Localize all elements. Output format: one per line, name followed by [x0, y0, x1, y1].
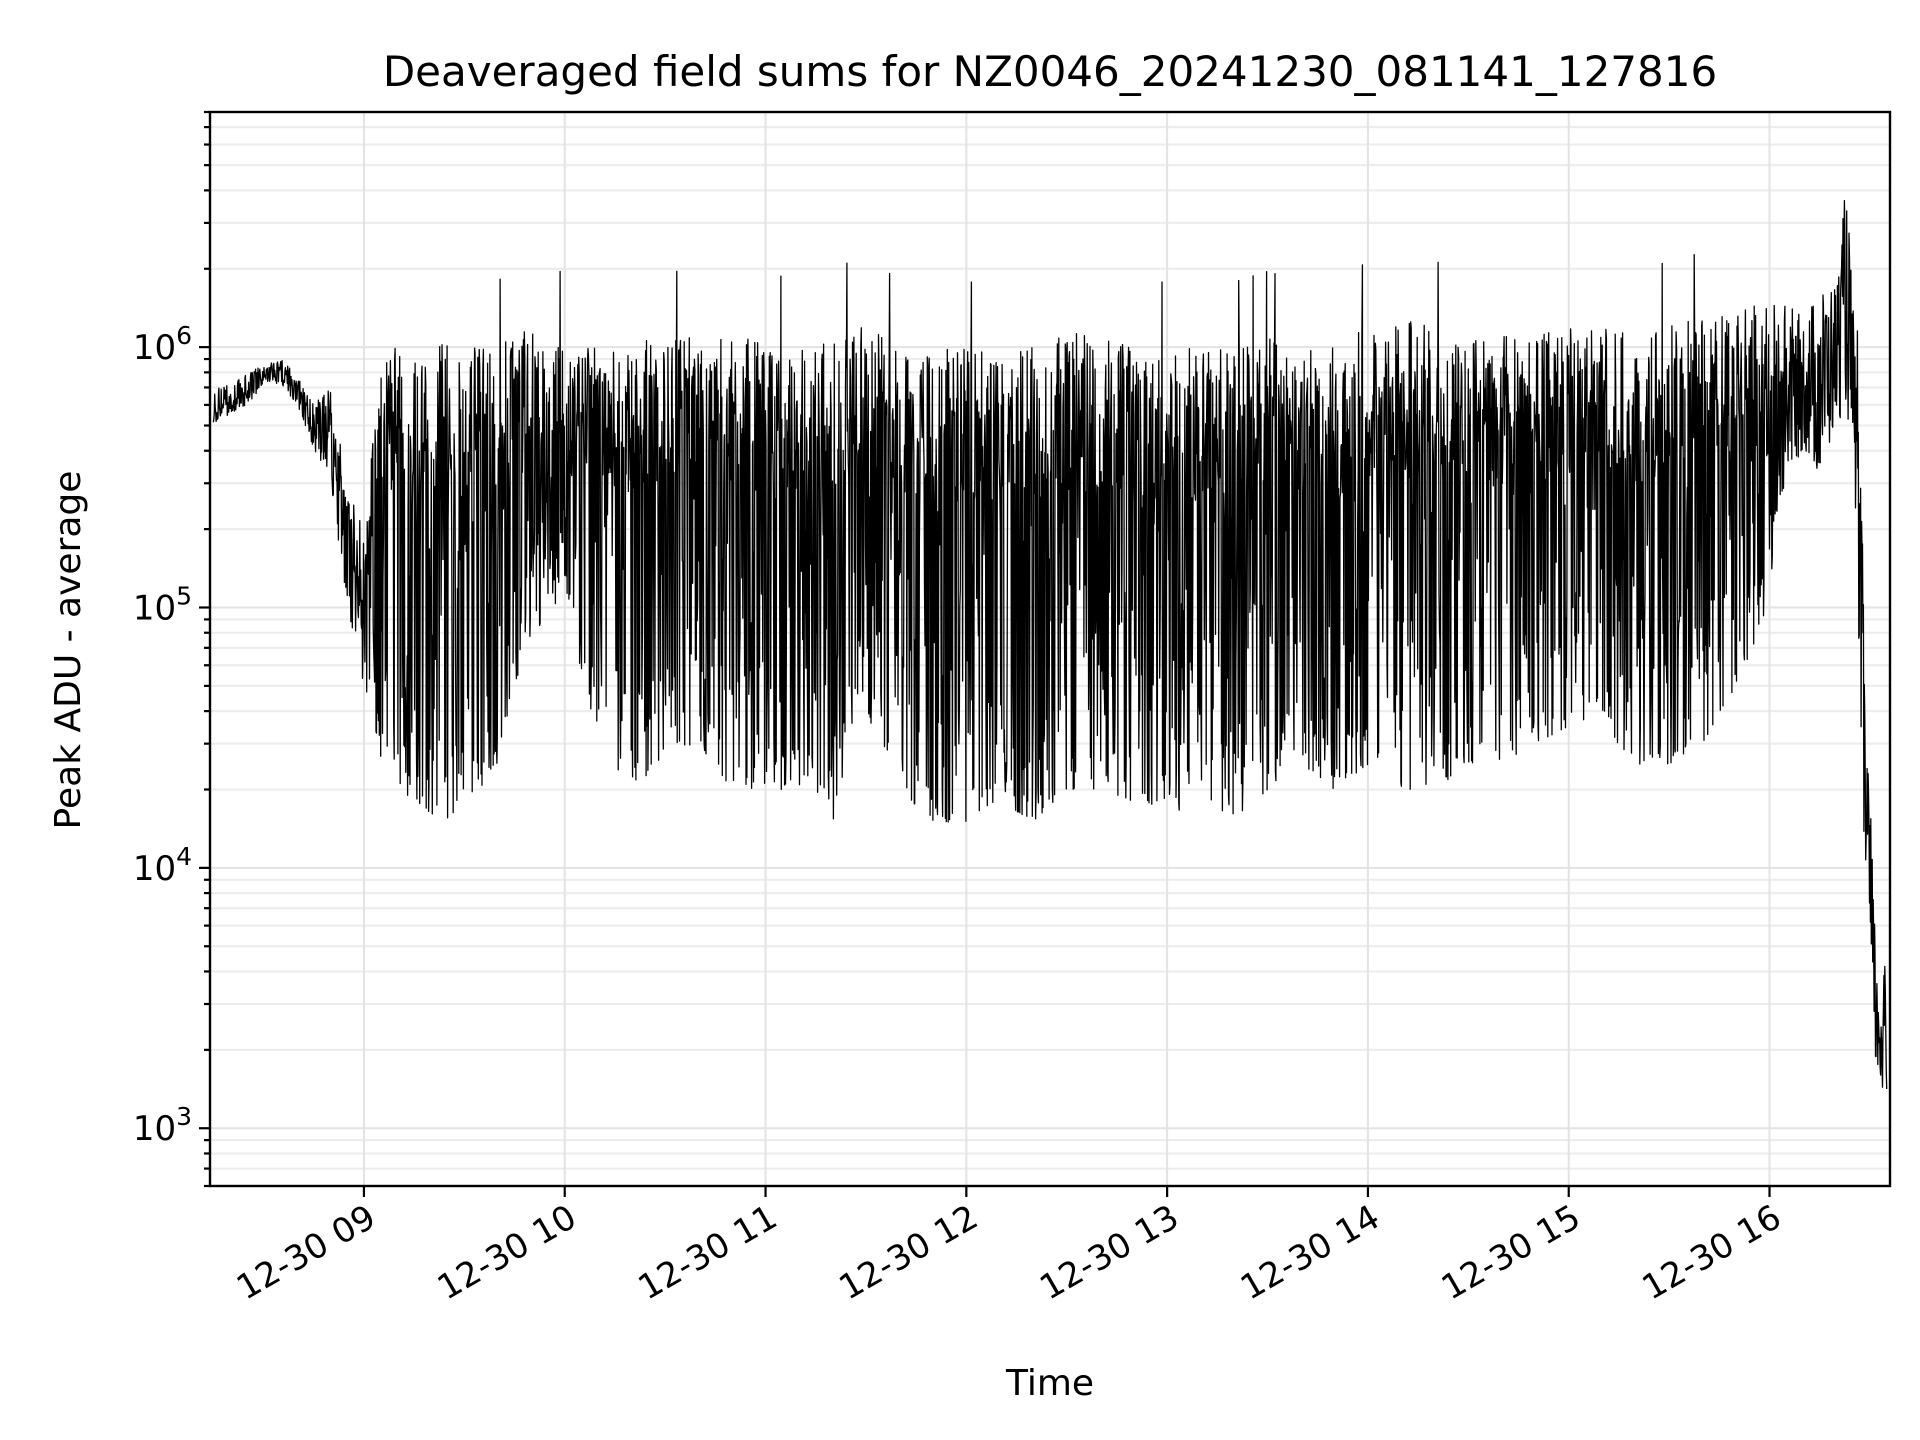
series-line — [212, 199, 1888, 1090]
chart-title: Deaveraged field sums for NZ0046_2024123… — [383, 47, 1717, 96]
y-axis-label: Peak ADU - average — [48, 471, 89, 830]
plot-frame — [208, 110, 1892, 1188]
trace-layer — [212, 199, 1888, 1090]
y-tick-label: 104 — [133, 842, 192, 889]
x-axis-label: Time — [1005, 1363, 1094, 1404]
y-tick-label: 105 — [133, 582, 192, 629]
y-tick-label: 106 — [133, 321, 192, 368]
y-tick-label: 103 — [133, 1102, 192, 1149]
